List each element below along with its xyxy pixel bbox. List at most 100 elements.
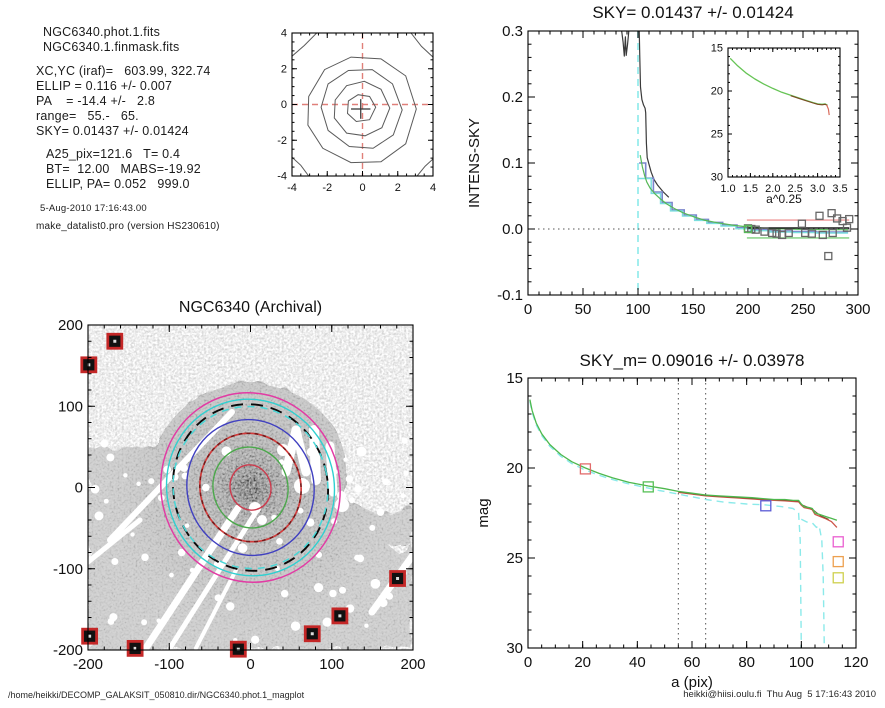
masked-star-dot (297, 507, 304, 514)
sky-intensity-plot: 0 50 100 150 200 250 300 -0.1 0.0 0.1 0.2 0.3 SKY= 0… (466, 3, 871, 318)
masked-region (291, 425, 311, 477)
masked-star-dot (345, 475, 354, 483)
fit-ellipse-red (229, 464, 272, 511)
y-tick-label: -200 (53, 642, 83, 659)
x-tick-label: 4 (430, 182, 436, 194)
masked-star-dot (382, 478, 390, 486)
masked-star-dot (214, 594, 222, 602)
isophote-contour (307, 56, 417, 164)
sky-sample-squares-point (768, 228, 777, 238)
mag-marker-squares-point (832, 536, 844, 548)
sky-mag-plot-ylabel: mag (475, 498, 492, 527)
mask-star-core (87, 363, 91, 367)
masked-star-dot (386, 592, 394, 600)
sky-sample-squares-point (797, 219, 807, 228)
x-tick-label: 300 (845, 301, 870, 318)
y-tick-label: 20 (711, 86, 723, 98)
sky-model-steps-cyan (637, 177, 849, 234)
x-tick-label: -200 (73, 656, 103, 673)
sky-sample-squares-point (815, 211, 824, 220)
y-tick-label: -0.1 (497, 287, 523, 304)
y-tick-label: -2 (277, 135, 287, 147)
galaxy-image-layer (88, 325, 413, 650)
fit-ellipse-cyan-dash (172, 405, 329, 570)
masked-star-dot (306, 447, 316, 457)
sky-sample-squares-point (818, 230, 827, 240)
masked-streak (88, 517, 143, 565)
x-tick-label: 2.5 (788, 183, 803, 195)
masked-star-dot (94, 511, 104, 521)
masked-star-dot (103, 498, 109, 504)
mask-star-core (338, 614, 342, 618)
x-tick-label: 2 (395, 182, 401, 194)
sky-sample-squares-point (828, 228, 837, 238)
masked-star-dot (102, 439, 107, 444)
info-line: PA = -14.4 +/- 2.8 (36, 94, 156, 108)
x-tick-label: 3.0 (810, 183, 825, 195)
mag-marker-squares-point (832, 555, 844, 568)
user-timestamp-text: heikki@hiisi.oulu.fi Thu Aug 5 17:16:43 … (683, 689, 876, 700)
masked-streak (167, 509, 259, 650)
y-tick-label: 2 (281, 63, 287, 75)
masked-star-dot (156, 618, 161, 623)
fit-ellipse-maroon-dash (199, 432, 302, 543)
output-path-text: /home/heikki/DECOMP_GALAKSIT_050810.dir/… (8, 690, 305, 700)
x-tick-label: 0 (359, 182, 365, 194)
x-tick-label: 60 (684, 654, 701, 671)
masked-star-dot (356, 554, 365, 563)
masked-star-dot (141, 619, 148, 626)
masked-star-dot (354, 485, 362, 493)
masked-star-dot (123, 473, 128, 478)
masked-star-dot (369, 524, 376, 531)
sky-sample-squares-point (824, 251, 833, 261)
sky-mag-plot-title: SKY_m= 0.09016 +/- 0.03978 (580, 351, 805, 370)
x-tick-label: 3.5 (832, 183, 847, 195)
cyan-dashed-tail (800, 518, 825, 648)
info-line: SKY= 0.01437 +/- 0.01424 (36, 124, 189, 138)
masked-star-dot (306, 518, 315, 527)
masked-star-dot (336, 490, 347, 501)
fit-ellipse-blue (186, 418, 315, 557)
y-tick-label: 25 (506, 550, 523, 567)
y-tick-label: 0.2 (502, 89, 523, 106)
masked-star-dot (251, 635, 260, 644)
fit-ellipse-magenta (160, 392, 341, 583)
x-tick-label: -2 (322, 182, 332, 194)
sky-radius-cyan-dashed (529, 401, 802, 648)
masked-star-dot (90, 484, 100, 494)
sky-sample-green-point (743, 224, 753, 234)
masked-star-dot (329, 589, 337, 598)
x-tick-label: 250 (790, 301, 815, 318)
sky-sample-squares-point (827, 209, 836, 218)
axis-ticks (727, 47, 841, 178)
fit-ellipse-cyan (165, 398, 336, 577)
masked-blob (249, 502, 261, 514)
galaxy-image-map: -200 -100 0 100 200 -200 -100 0 100 200 NGC6340 (A… (53, 299, 426, 673)
isophote-contour-corner (416, 158, 433, 176)
mag-profile-dark (678, 491, 829, 520)
masked-star-dot (276, 538, 283, 545)
masked-star-dot (339, 586, 347, 594)
info-line: ELLIP = 0.116 +/- 0.007 (36, 79, 173, 93)
info-line: BT= 12.00 MABS=-19.92 (46, 162, 201, 176)
y-tick-label: 4 (281, 28, 287, 40)
masked-star-dot (189, 567, 195, 573)
sky-inset-growth-curve: 1.0 1.5 2.0 2.5 3.0 3.5 15 20 25 30 a^0.25 (711, 43, 848, 206)
info-line: 5-Aug-2010 17:16:43.00 (40, 203, 147, 214)
masked-star-dot (364, 623, 369, 628)
masked-star-dot (370, 578, 381, 589)
masked-star-dot (169, 572, 174, 578)
fit-ellipse-maroon-dash-overlay (199, 432, 302, 543)
y-tick-label: 0.3 (502, 23, 523, 40)
masked-star-dot (343, 457, 348, 462)
fit-ellipse-green (212, 446, 289, 529)
x-tick-label: 100 (319, 656, 344, 673)
masked-star-dot (226, 602, 235, 611)
mag-profile-red (678, 491, 838, 528)
sky-sample-squares-point (845, 214, 854, 224)
mag-marker-squares-point (579, 463, 592, 475)
masked-star-dot (184, 523, 190, 528)
info-line: range= 55.- 65. (36, 109, 139, 123)
masked-star-dot (334, 504, 339, 509)
y-tick-label: 0 (75, 480, 83, 497)
